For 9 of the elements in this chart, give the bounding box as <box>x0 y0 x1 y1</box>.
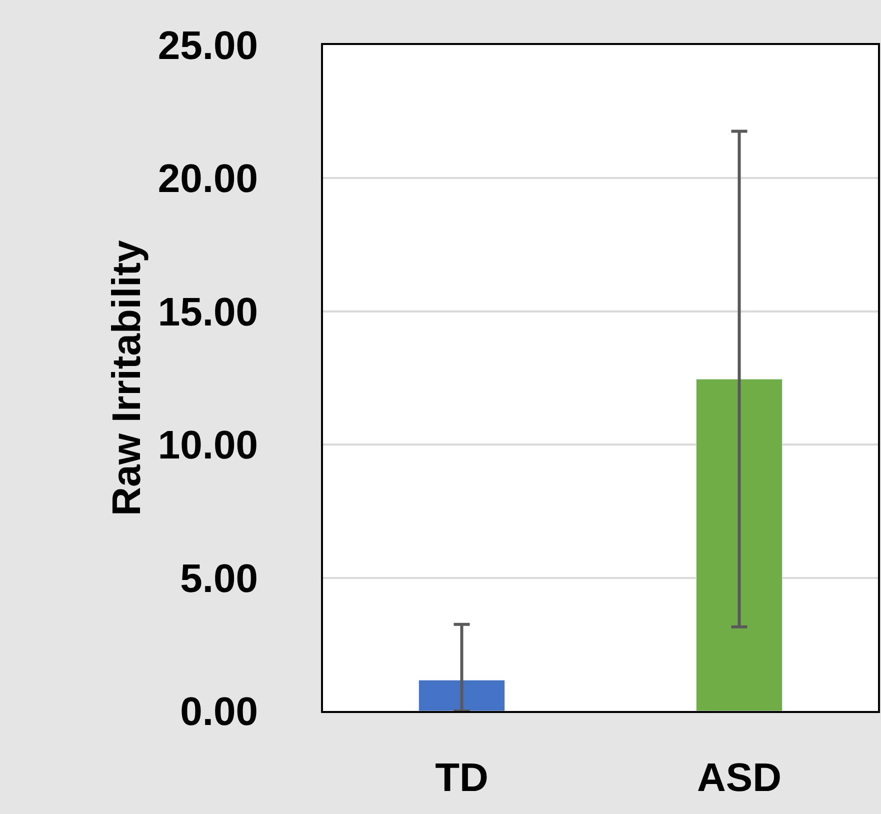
x-tick-label: ASD <box>697 756 782 800</box>
y-tick-label: 25.00 <box>158 24 258 68</box>
y-axis-title: Raw Irritability <box>104 239 149 516</box>
y-tick-label: 10.00 <box>158 424 258 468</box>
y-tick-label: 15.00 <box>158 290 258 334</box>
y-tick-label: 5.00 <box>180 556 258 601</box>
y-tick-label: 20.00 <box>158 157 258 202</box>
y-tick-label: 0.00 <box>180 690 258 734</box>
x-tick-label: TD <box>435 756 488 800</box>
